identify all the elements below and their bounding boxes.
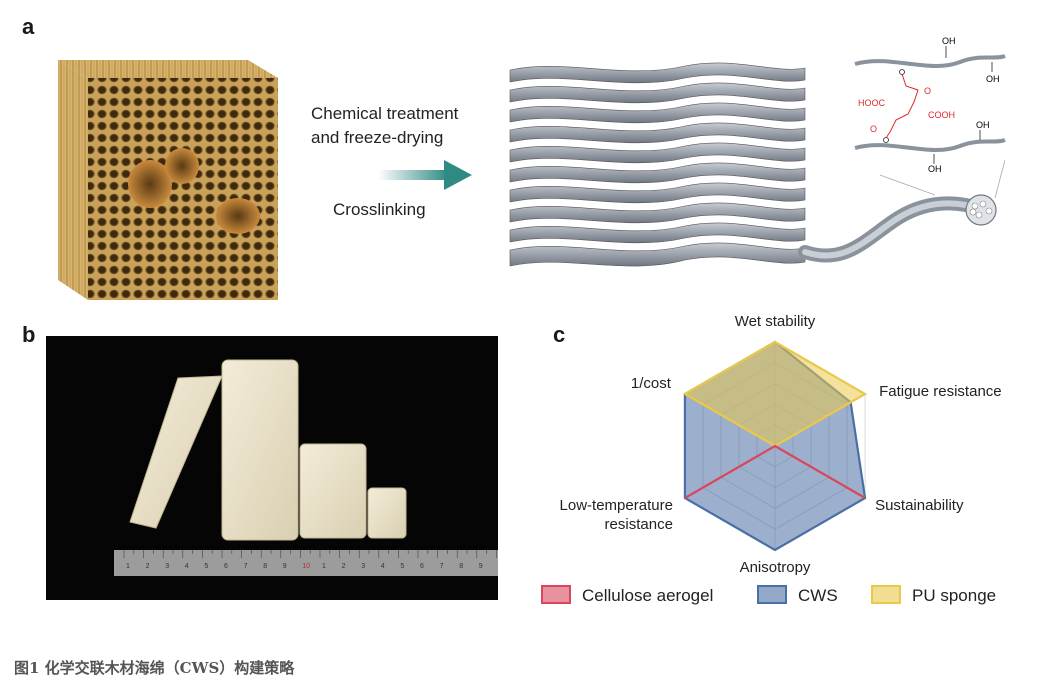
legend-label: Cellulose aerogel: [582, 586, 713, 605]
oxygen-label: O: [870, 124, 877, 134]
radar-series-cellulose-aerogel: [684, 444, 866, 499]
oxygen-label: O: [924, 86, 931, 96]
ruler-number: 8: [459, 563, 463, 570]
radar-series-layer: [682, 340, 868, 552]
process-label-crosslinking: Crosslinking: [333, 200, 426, 219]
legend-swatch: [757, 585, 787, 604]
legend-label: CWS: [798, 586, 838, 605]
figure-caption: 图1 化学交联木材海绵（CWS）构建策略: [14, 659, 295, 677]
radar-axis-labels: Wet stability Fatigue resistance Sustainab…: [560, 313, 1002, 576]
ruler-number: 7: [440, 563, 444, 570]
ruler-number: 4: [381, 563, 385, 570]
process-arrow: [378, 160, 472, 190]
wood-block-illustration: [58, 60, 278, 300]
ruler-number: 1: [322, 563, 326, 570]
ruler-number: 8: [263, 563, 267, 570]
radar-axis-label: Low-temperature: [560, 497, 673, 514]
radar-legend: Cellulose aerogel CWS PU sponge: [541, 585, 996, 605]
oh-label: OH: [986, 74, 1000, 84]
legend-swatch: [541, 585, 571, 604]
panel-label-a: a: [22, 14, 35, 39]
oh-label: OH: [942, 36, 956, 46]
ruler-number: 5: [400, 563, 404, 570]
ruler-number: 9: [479, 563, 483, 570]
cooh-label: COOH: [928, 110, 955, 120]
legend-label: PU sponge: [912, 586, 996, 605]
ruler-number: 3: [165, 563, 169, 570]
ruler-number: 2: [342, 563, 346, 570]
oh-label: OH: [976, 120, 990, 130]
ruler-number: 6: [420, 563, 424, 570]
radar-chart: Wet stability Fatigue resistance Sustainab…: [541, 313, 1002, 605]
ruler-number: 10: [302, 563, 310, 570]
ruler-number: 1: [126, 563, 130, 570]
radar-axis-label: Fatigue resistance: [879, 383, 1002, 400]
ruler-number: 4: [185, 563, 189, 570]
hooc-label: HOOC: [858, 98, 886, 108]
ruler-number: 2: [146, 563, 150, 570]
radar-axis-label: resistance: [605, 516, 673, 533]
process-label-treatment: Chemical treatment and freeze-drying: [311, 104, 459, 147]
sponge-photo: 1 2 3 4 5 6 7 8 9 10 1 2 3 4 5 6 7 8 9: [46, 336, 498, 600]
layered-sponge-illustration: [509, 62, 1005, 267]
radar-axis-label: Sustainability: [875, 497, 964, 514]
panel-label-b: b: [22, 322, 36, 347]
ruler-number: 9: [283, 563, 287, 570]
ruler-number: 3: [361, 563, 365, 570]
radar-axis-label: Wet stability: [735, 313, 816, 330]
radar-axis-label: 1/cost: [631, 375, 672, 392]
panel-label-c: c: [553, 322, 566, 347]
ruler-number: 6: [224, 563, 228, 570]
radar-axis-label: Anisotropy: [740, 559, 811, 576]
oh-label: OH: [928, 164, 942, 174]
ruler: 1 2 3 4 5 6 7 8 9 10 1 2 3 4 5 6 7 8 9: [123, 550, 497, 570]
ruler-number: 7: [244, 563, 248, 570]
legend-swatch: [871, 585, 901, 604]
crosslink-chemistry-diagram: OH OH OH OH O HOOC COOH O: [854, 36, 1006, 174]
ruler-number: 5: [204, 563, 208, 570]
